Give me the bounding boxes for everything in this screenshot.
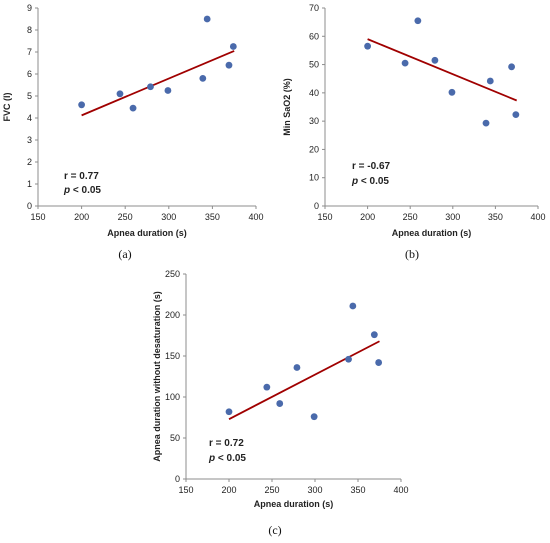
y-tick-label: 5 (27, 91, 32, 101)
y-tick-label: 20 (309, 144, 319, 154)
data-point (229, 43, 237, 50)
y-tick-label: 50 (309, 60, 319, 70)
y-tick-label: 6 (27, 69, 32, 79)
panel-letter: (b) (405, 247, 419, 261)
y-tick-label: 7 (27, 47, 32, 57)
y-tick-label: 40 (309, 88, 319, 98)
chart-panel-a: 0 1 2 3 4 5 6 7 8 9 150 200 250 300 350 400 Apnea durati… (2, 3, 264, 261)
y-tick-label: 50 (170, 433, 180, 443)
p-threshold: < 0.05 (70, 185, 101, 196)
x-tick-label: 300 (161, 212, 176, 222)
data-point (448, 88, 456, 96)
data-point (276, 400, 284, 407)
y-tick-label: 100 (165, 392, 180, 402)
data-point (293, 364, 301, 371)
y-tick-label: 150 (165, 351, 180, 361)
x-tick-label: 200 (221, 485, 236, 495)
data-point (116, 90, 124, 98)
x-tick-label: 350 (488, 212, 503, 222)
data-point (164, 87, 172, 94)
data-point (486, 77, 494, 85)
x-axis-label: Apnea duration (s) (107, 228, 187, 238)
data-point (512, 111, 520, 119)
data-point (349, 302, 357, 310)
x-tick-label: 400 (530, 212, 545, 222)
data-point (401, 59, 409, 67)
data-point (225, 408, 233, 416)
y-tick-label: 10 (309, 173, 319, 183)
y-axis-label: Apnea duration without desaturation (s) (152, 291, 162, 462)
y-tick-label: 250 (165, 269, 180, 279)
y-axis-label: FVC (l) (2, 93, 12, 122)
x-tick-label: 400 (248, 212, 263, 222)
data-point (78, 101, 85, 109)
x-tick-label: 350 (205, 212, 220, 222)
y-tick-label: 0 (27, 201, 32, 211)
x-tick-label: 400 (393, 485, 408, 495)
data-point (129, 104, 137, 112)
panel-letter: (c) (268, 523, 281, 537)
data-point (431, 56, 439, 64)
panel-letter: (a) (118, 247, 131, 261)
p-threshold: < 0.05 (358, 176, 389, 187)
y-tick-label: 1 (27, 179, 32, 189)
x-tick-label: 250 (118, 212, 133, 222)
y-tick-label: 2 (27, 157, 32, 167)
chart-panel-c: 0 50 100 150 200 250 150 200 250 300 350 400 Apnea d… (152, 269, 409, 537)
data-point (263, 383, 271, 391)
trendline (228, 340, 380, 420)
x-axis-label: Apnea duration (s) (392, 228, 472, 238)
x-tick-label: 150 (30, 212, 45, 222)
x-tick-label: 150 (178, 485, 193, 495)
y-tick-label: 3 (27, 135, 32, 145)
y-tick-label: 8 (27, 25, 32, 35)
y-tick-label: 200 (165, 310, 180, 320)
data-point (225, 61, 233, 69)
x-tick-label: 200 (74, 212, 89, 222)
x-tick-label: 300 (307, 485, 322, 495)
y-tick-label: 60 (309, 31, 319, 41)
x-axis-label: Apnea duration (s) (254, 499, 334, 509)
x-tick-label: 200 (360, 212, 375, 222)
correlation-label: r = 0.77 (64, 171, 99, 182)
trendline (81, 50, 235, 117)
p-value-label: p < 0.05 (63, 185, 101, 196)
data-point (364, 42, 371, 50)
p-threshold: < 0.05 (215, 453, 246, 464)
x-tick-label: 250 (264, 485, 279, 495)
y-tick-label: 30 (309, 116, 319, 126)
x-tick-label: 300 (445, 212, 460, 222)
p-symbol: p (351, 176, 358, 187)
x-tick-label: 150 (317, 212, 332, 222)
p-value-label: p < 0.05 (208, 453, 246, 464)
x-tick-label: 250 (403, 212, 418, 222)
data-point (199, 75, 207, 82)
correlation-label: r = 0.72 (209, 438, 244, 449)
x-tick-label: 350 (350, 485, 365, 495)
y-axis-label: Min SaO2 (%) (282, 78, 292, 136)
data-point (414, 17, 422, 25)
data-point (482, 119, 490, 127)
data-point (147, 83, 154, 91)
data-point (203, 15, 211, 23)
y-tick-label: 0 (175, 474, 180, 484)
p-symbol: p (63, 185, 70, 196)
data-point (375, 359, 383, 366)
y-tick-label: 4 (27, 113, 32, 123)
data-point (345, 355, 352, 363)
data-point (370, 331, 378, 339)
y-tick-label: 9 (27, 3, 32, 13)
p-symbol: p (208, 453, 215, 464)
y-tick-label: 70 (309, 3, 319, 13)
data-point (508, 63, 515, 71)
y-tick-label: 0 (314, 201, 319, 211)
p-value-label: p < 0.05 (351, 176, 389, 187)
trendline (367, 38, 518, 102)
data-point (310, 413, 318, 421)
correlation-label: r = -0.67 (352, 161, 391, 172)
chart-panel-b: 0 10 20 30 40 50 60 70 150 200 250 300 350 400 Apnea d… (282, 3, 546, 261)
